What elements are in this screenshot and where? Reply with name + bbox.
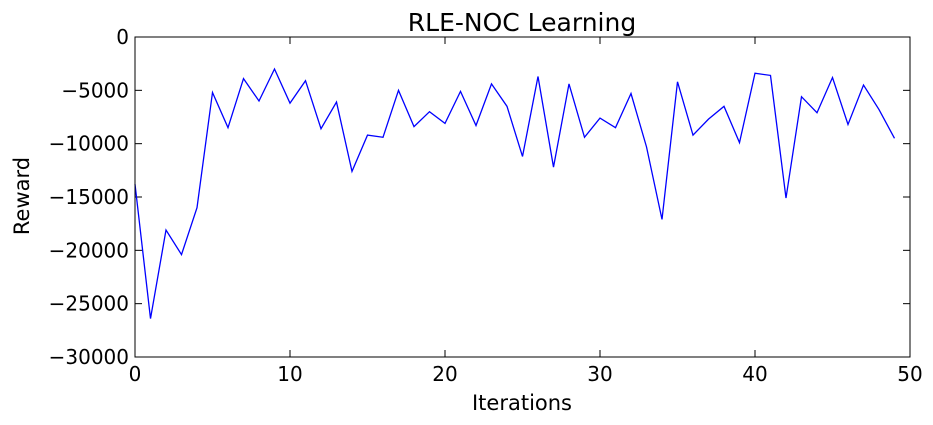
plot-frame	[134, 36, 911, 358]
series-line	[134, 67, 896, 319]
tick-labels: 0 10 20 30 40 50 0 −5000 −10000 −15000 −20000 −2500…	[49, 25, 923, 386]
y-tick-label: 0	[116, 25, 129, 49]
x-tick-label: 40	[742, 362, 767, 386]
y-tick-label: −30000	[49, 345, 129, 369]
x-tick-label: 30	[587, 362, 612, 386]
chart-title: RLE-NOC Learning	[408, 8, 636, 37]
x-tick-label: 50	[897, 362, 922, 386]
y-tick-label: −15000	[49, 185, 129, 209]
y-tick-label: −10000	[49, 132, 129, 156]
y-tick-label: −20000	[49, 238, 129, 262]
series-layer	[134, 67, 896, 319]
x-tick-label: 10	[277, 362, 302, 386]
x-tick-label: 20	[432, 362, 457, 386]
y-tick-label: −5000	[61, 78, 129, 102]
axis-ticks	[134, 36, 911, 358]
y-axis-label: Reward	[10, 157, 34, 235]
x-axis-label: Iterations	[472, 391, 572, 415]
y-tick-label: −25000	[49, 292, 129, 316]
x-tick-label: 0	[129, 362, 142, 386]
